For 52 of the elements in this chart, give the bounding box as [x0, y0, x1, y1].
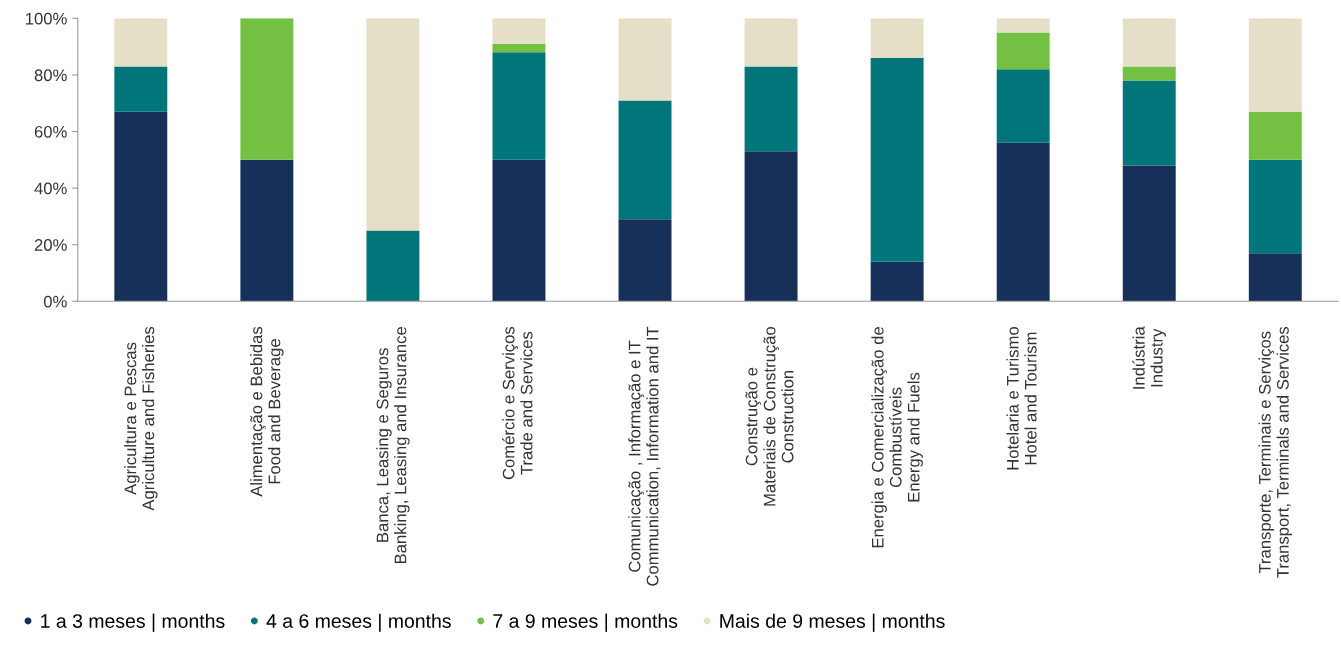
bar [366, 230, 420, 302]
x-tick-label: Alimentação e Bebidas Food and Beverage [250, 326, 284, 497]
bar [492, 18, 546, 44]
bar [492, 52, 546, 160]
bar [870, 18, 924, 58]
x-tick-label: Energia e Comercialização de Combustíveis Energy and Fuels [871, 327, 923, 548]
bar [114, 18, 168, 67]
x-tick-label: Banca, Leasing e Seguros Banking, Leasing and Insurance [376, 327, 410, 564]
bar [1122, 18, 1176, 67]
bar [492, 159, 546, 302]
bar [1248, 111, 1302, 160]
x-tick-label: Comércio e Serviços Trade and Services [502, 326, 533, 480]
y-tick-label: 100% [26, 12, 67, 25]
x-tick-label: Construção e Materiais de Construção Construction [745, 326, 794, 506]
y-tick-label: 80% [34, 69, 67, 82]
bar [1248, 18, 1302, 112]
bar [996, 69, 1050, 143]
legend-label: Mais de 9 meses | months [720, 613, 945, 632]
bar [996, 32, 1050, 70]
bar [1122, 165, 1176, 302]
bar [240, 18, 294, 160]
legend-label: 7 a 9 meses | months [493, 613, 678, 632]
legend-label: 1 a 3 meses | months [41, 613, 225, 632]
y-tick-label: 60% [34, 125, 67, 138]
bar [114, 111, 168, 302]
bar [870, 261, 924, 302]
legend-label: 4 a 6 meses | months [266, 613, 451, 632]
bar [870, 57, 924, 262]
bar [492, 43, 546, 53]
x-tick-label: Transporte, Terminais e Serviços Transport, Terminals and Services [1258, 326, 1293, 578]
x-tick-label: Hotelaria e Turismo Hotel and Tourism [1006, 326, 1037, 470]
bar [744, 18, 798, 67]
bar [1122, 66, 1176, 81]
x-tick-label: Comunicação , Informação e IT Communication, Information and IT [628, 326, 661, 586]
y-tick-label: 0% [43, 295, 67, 308]
bar [996, 18, 1050, 33]
bar [744, 66, 798, 152]
y-tick-label: 40% [34, 182, 67, 195]
x-tick-label: Indústria Industry [1132, 326, 1166, 389]
bar [744, 151, 798, 302]
x-tick-label: Agricultura e Pescas Agriculture and Fisheries [124, 326, 158, 511]
bar [366, 18, 420, 231]
bar [618, 219, 672, 302]
bar [996, 142, 1050, 302]
bar [618, 18, 672, 101]
y-tick-label: 20% [34, 239, 67, 251]
bar [1248, 159, 1302, 254]
bar [618, 100, 672, 220]
bar [240, 159, 294, 302]
bar [114, 66, 168, 112]
bar [1248, 253, 1302, 302]
bar [1122, 80, 1176, 166]
